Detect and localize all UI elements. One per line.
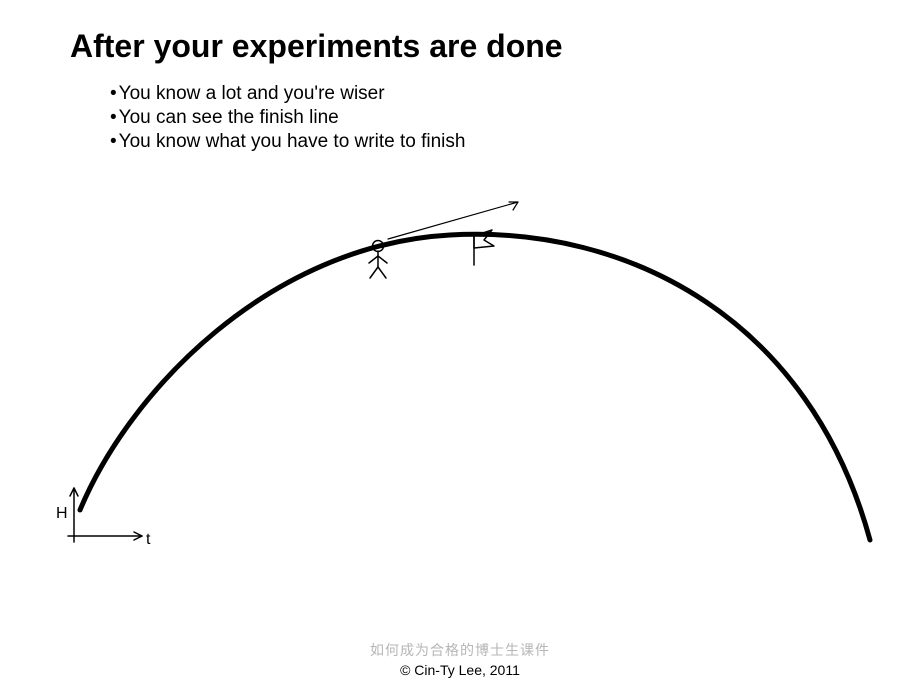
x-axis-label: t (146, 531, 151, 548)
bullet-item: You can see the finish line (110, 106, 465, 130)
axes-group: H t (56, 488, 151, 548)
footer-chinese: 如何成为合格的博士生课件 (0, 640, 920, 660)
bullet-item: You know what you have to write to finis… (110, 130, 465, 154)
bullet-list: You know a lot and you're wiser You can … (110, 82, 465, 154)
bullet-item: You know a lot and you're wiser (110, 82, 465, 106)
hill-curve (80, 234, 870, 540)
y-axis-label: H (56, 505, 68, 522)
slide-title: After your experiments are done (70, 28, 563, 65)
hill-diagram: H t (50, 190, 880, 570)
footer: 如何成为合格的博士生课件 © Cin-Ty Lee, 2011 (0, 640, 920, 678)
footer-copyright: © Cin-Ty Lee, 2011 (0, 662, 920, 678)
